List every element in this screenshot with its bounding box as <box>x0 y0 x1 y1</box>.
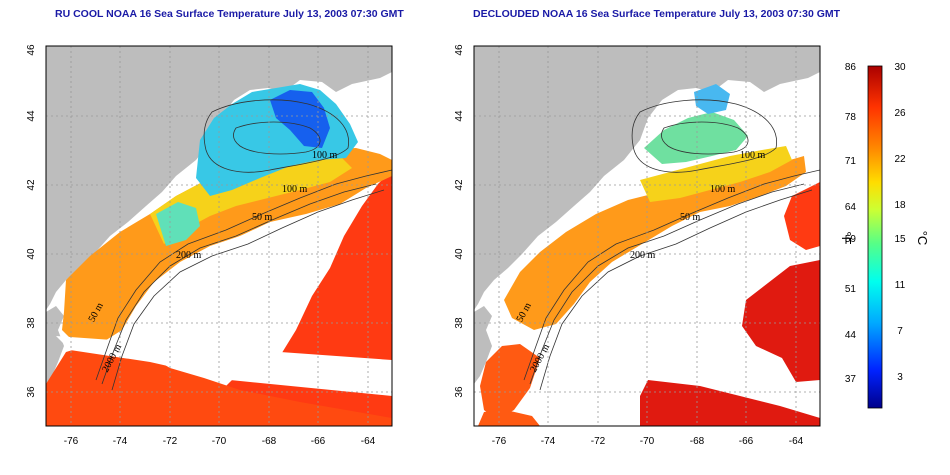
contour-label: 50 m <box>680 212 701 223</box>
land-mass <box>46 46 392 310</box>
contour-label: 100 m <box>312 150 338 161</box>
contour-label: 100 m <box>282 184 308 195</box>
map-frame <box>45 45 393 427</box>
right-map-panel: 100 m 100 m 50 m 200 m 50 m 2000 m -76 -… <box>454 44 821 447</box>
celsius-tick: 22 <box>894 154 906 165</box>
fahrenheit-tick: 64 <box>845 202 857 213</box>
fahrenheit-tick: 37 <box>845 374 857 385</box>
lon-tick-labels: -76 -74 -72 -70 -68 -66 -64 <box>64 436 376 447</box>
lat-tick: 38 <box>454 317 465 329</box>
lon-tick: -64 <box>361 436 376 447</box>
left-map-panel: 100 m 100 m 50 m 200 m 50 m 2000 m -76 -… <box>26 44 393 447</box>
lon-tick: -64 <box>789 436 804 447</box>
cloud-mask-swath <box>160 214 336 356</box>
contour-label: 100 m <box>710 184 736 195</box>
lon-tick: -76 <box>64 436 79 447</box>
fahrenheit-tick: 59 <box>845 234 857 245</box>
celsius-tick: 26 <box>894 108 906 119</box>
fahrenheit-tick: 44 <box>845 330 857 341</box>
lat-tick: 40 <box>26 248 37 260</box>
contour-label: 200 m <box>176 250 202 261</box>
lon-tick: -68 <box>690 436 705 447</box>
celsius-tick: 3 <box>897 372 903 383</box>
contour-label: 100 m <box>740 150 766 161</box>
lon-tick: -74 <box>113 436 128 447</box>
left-panel-title: RU COOL NOAA 16 Sea Surface Temperature … <box>55 8 404 20</box>
land-mass <box>474 46 820 310</box>
lon-tick: -66 <box>311 436 326 447</box>
sst-shelf-water <box>62 148 392 346</box>
lon-tick: -66 <box>739 436 754 447</box>
lat-tick: 40 <box>454 248 465 260</box>
sst-warm-patch <box>784 182 820 250</box>
celsius-tick: 15 <box>894 234 906 245</box>
map-frame <box>473 45 821 427</box>
lat-tick: 42 <box>454 179 465 191</box>
sst-cold-core <box>270 90 330 148</box>
sst-cool-gulf <box>644 112 748 164</box>
sst-warm-patch-coast <box>478 410 540 426</box>
sst-warm-patch-coast <box>480 344 540 420</box>
sst-mid-shelf <box>150 154 352 244</box>
temperature-colorbar: 86 78 71 64 59 51 44 37 30 26 22 18 15 1… <box>839 62 930 409</box>
celsius-tick: 18 <box>894 200 906 211</box>
sst-shelf-water <box>504 156 806 330</box>
sst-cool-patch <box>156 202 200 246</box>
lat-tick: 36 <box>26 386 37 398</box>
lon-tick: -68 <box>262 436 277 447</box>
celsius-unit-label: °C <box>915 231 930 246</box>
lon-tick: -72 <box>163 436 178 447</box>
lon-tick: -72 <box>591 436 606 447</box>
colorbar-gradient <box>867 65 883 409</box>
lon-tick: -74 <box>541 436 556 447</box>
lon-lat-grid <box>46 46 392 426</box>
fahrenheit-tick: 78 <box>845 112 857 123</box>
land-mass-delmarva <box>474 306 492 384</box>
lat-tick: 36 <box>454 386 465 398</box>
celsius-tick: 7 <box>897 326 903 337</box>
lon-tick: -70 <box>212 436 227 447</box>
right-panel-title: DECLOUDED NOAA 16 Sea Surface Temperatur… <box>473 8 841 20</box>
fahrenheit-tick: 51 <box>845 284 857 295</box>
lat-tick: 44 <box>26 110 37 122</box>
cloud-mask-band <box>56 336 392 396</box>
land-mass-delmarva <box>46 306 64 384</box>
contour-label: 200 m <box>630 250 656 261</box>
lat-tick: 38 <box>26 317 37 329</box>
fahrenheit-ticks: 86 78 71 64 59 51 44 37 <box>845 62 857 385</box>
lat-tick-labels: 46 44 42 40 38 36 <box>26 44 37 398</box>
celsius-tick: 11 <box>895 280 906 291</box>
lat-tick: 46 <box>454 44 465 56</box>
lon-tick-labels: -76 -74 -72 -70 -68 -66 -64 <box>492 436 804 447</box>
fahrenheit-tick: 86 <box>845 62 857 73</box>
sst-warm-patch <box>742 260 820 382</box>
lon-tick: -76 <box>492 436 507 447</box>
sst-mid-shelf <box>640 146 792 202</box>
lat-tick: 46 <box>26 44 37 56</box>
lat-tick: 42 <box>26 179 37 191</box>
celsius-ticks: 30 26 22 18 15 11 7 3 <box>894 62 906 383</box>
lon-lat-grid <box>474 46 820 426</box>
sst-warm-patch-south <box>640 380 820 426</box>
fahrenheit-tick: 71 <box>845 156 857 167</box>
celsius-tick: 30 <box>894 62 906 73</box>
fahrenheit-unit-label: °F <box>839 231 854 244</box>
lon-tick: -70 <box>640 436 655 447</box>
lat-tick: 44 <box>454 110 465 122</box>
sst-cold-core <box>694 84 730 114</box>
lat-tick-labels: 46 44 42 40 38 36 <box>454 44 465 398</box>
contour-label: 50 m <box>252 212 273 223</box>
